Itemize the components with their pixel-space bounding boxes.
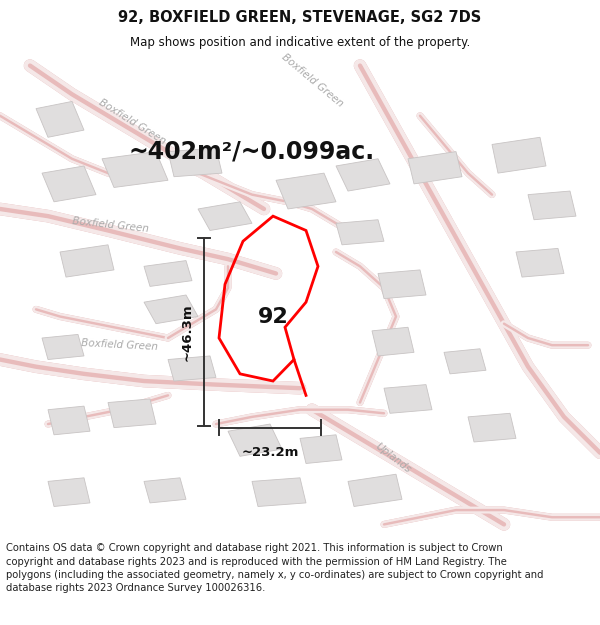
Polygon shape [378,270,426,299]
Text: 92, BOXFIELD GREEN, STEVENAGE, SG2 7DS: 92, BOXFIELD GREEN, STEVENAGE, SG2 7DS [118,10,482,25]
Polygon shape [336,220,384,245]
Polygon shape [408,152,462,184]
Polygon shape [336,159,390,191]
Text: Contains OS data © Crown copyright and database right 2021. This information is : Contains OS data © Crown copyright and d… [6,544,544,593]
Text: ~46.3m: ~46.3m [180,303,193,361]
Polygon shape [144,261,192,286]
Polygon shape [516,248,564,277]
Polygon shape [48,406,90,435]
Text: Boxfield Green: Boxfield Green [280,51,344,109]
Text: ~402m²/~0.099ac.: ~402m²/~0.099ac. [129,139,375,164]
Polygon shape [168,148,222,177]
Text: Boxfield Green: Boxfield Green [72,216,150,234]
Polygon shape [372,328,414,356]
Polygon shape [228,424,282,456]
Text: Boxfield Green: Boxfield Green [82,338,158,352]
Polygon shape [102,152,168,188]
Polygon shape [444,349,486,374]
Polygon shape [144,295,198,324]
Polygon shape [42,334,84,359]
Polygon shape [168,356,216,381]
Text: Boxfield Green: Boxfield Green [97,97,167,146]
Polygon shape [348,474,402,506]
Polygon shape [384,384,432,413]
Text: 92: 92 [257,306,289,326]
Polygon shape [144,478,186,503]
Polygon shape [276,173,336,209]
Text: ~23.2m: ~23.2m [241,446,299,459]
Polygon shape [42,166,96,202]
Polygon shape [252,478,306,506]
Text: Map shows position and indicative extent of the property.: Map shows position and indicative extent… [130,36,470,49]
Text: Uplands: Uplands [373,441,413,476]
Polygon shape [492,138,546,173]
Polygon shape [528,191,576,220]
Polygon shape [300,435,342,464]
Polygon shape [108,399,156,428]
Polygon shape [468,413,516,442]
Polygon shape [198,202,252,231]
Polygon shape [60,245,114,277]
Polygon shape [36,101,84,138]
Polygon shape [48,478,90,506]
